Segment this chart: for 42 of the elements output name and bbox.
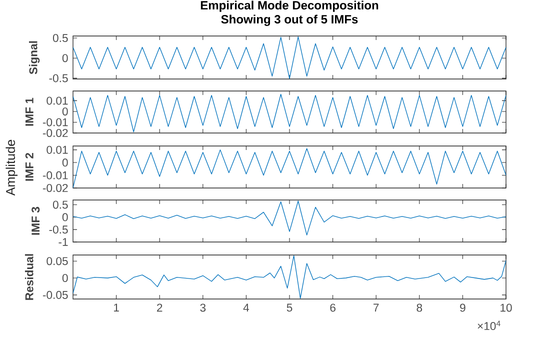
y-tick-label: -0.01 xyxy=(42,171,68,180)
line-series xyxy=(73,94,506,132)
y-tick-label: -0.02 xyxy=(42,128,68,138)
y-tick-label: -0.5 xyxy=(49,74,68,82)
x-tick-label: 10 xyxy=(500,304,512,312)
chart-subtitle: Showing 3 out of 5 IMFs xyxy=(221,14,358,26)
y-tick-label: -0.01 xyxy=(42,118,68,126)
text: Amplitude xyxy=(6,140,18,196)
y-tick-label: 0 xyxy=(62,158,68,167)
y-tick-label: 0.5 xyxy=(52,200,68,209)
y-axis-title: Residual xyxy=(24,254,34,300)
y-tick-label: 0.01 xyxy=(46,146,68,154)
x-tick-label: 2 xyxy=(157,304,162,312)
x-tick-label: 7 xyxy=(374,304,379,312)
y-axis-title: Signal xyxy=(28,41,40,74)
y-tick-label: 0 xyxy=(62,274,68,282)
y-tick-label: 0 xyxy=(62,54,68,62)
y-tick-label: -0.05 xyxy=(42,290,68,299)
line-series xyxy=(73,200,506,236)
chart-title: Empirical Mode Decomposition xyxy=(200,0,378,12)
x-tick-label: 8 xyxy=(416,304,422,312)
y-axis-title: IMF 2 xyxy=(25,152,34,181)
y-axis-title: IMF 3 xyxy=(32,206,40,235)
y-tick-label: -0.02 xyxy=(42,184,68,192)
line-series xyxy=(73,255,506,299)
x-tick-label: 4 xyxy=(243,304,250,312)
x-tick-label: 1 xyxy=(114,304,119,312)
x-tick-label: 3 xyxy=(200,304,206,312)
text: ×10$^{4}$ xyxy=(478,320,500,330)
x-tick-label: 9 xyxy=(460,304,466,312)
x-tick-label: 6 xyxy=(330,304,336,312)
y-tick-label: -0.5 xyxy=(49,226,68,234)
y-tick-label: 0.5 xyxy=(52,34,68,42)
x-tick-label: 5 xyxy=(286,304,292,312)
line-series xyxy=(73,148,506,188)
line-series xyxy=(73,36,506,79)
y-axis-title: IMF 1 xyxy=(26,98,34,126)
y-tick-label: 0.05 xyxy=(46,257,68,266)
y-tick-label: 0 xyxy=(62,107,68,116)
y-tick-label: 0.01 xyxy=(46,96,68,105)
y-tick-label: 0 xyxy=(62,213,68,222)
y-tick-label: -1 xyxy=(58,238,68,246)
